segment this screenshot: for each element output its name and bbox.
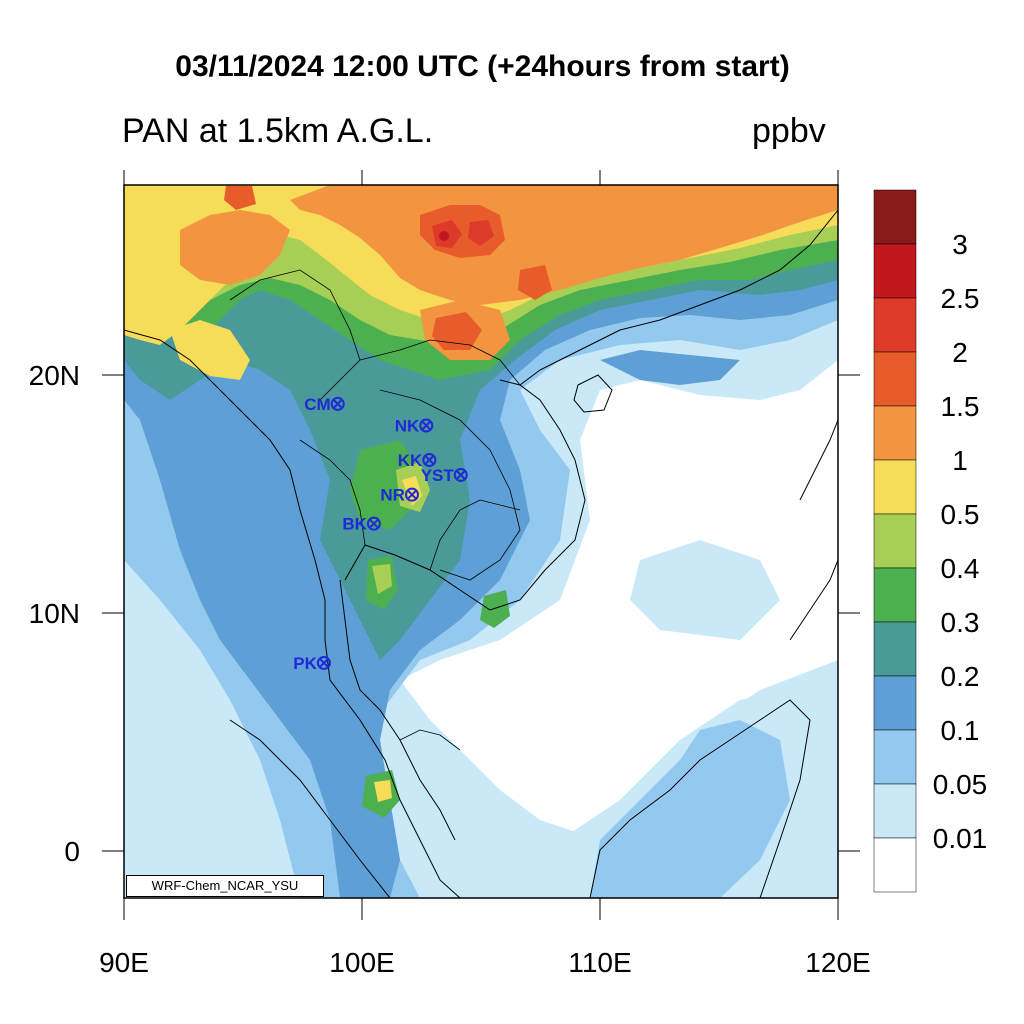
variable-subtitle: PAN at 1.5km A.G.L. <box>122 112 434 150</box>
colorbar-level-label: 0.4 <box>941 553 980 584</box>
station-symbol-icon <box>330 396 345 411</box>
station-marker: KK <box>398 451 437 470</box>
colorbar-level-label: 0.2 <box>941 661 980 692</box>
station-symbol-icon <box>316 655 331 670</box>
x-tick-label: 90E <box>99 947 149 978</box>
colorbar-level-label: 0.5 <box>941 499 980 530</box>
model-watermark: WRF-Chem_NCAR_YSU <box>126 875 324 897</box>
colorbar-level-label: 0.3 <box>941 607 980 638</box>
x-tick-label: 110E <box>568 947 631 978</box>
station-marker: NK <box>395 417 434 436</box>
station-cross-icon <box>333 399 343 409</box>
tick-marks <box>102 170 860 920</box>
colorbar-level-label: 0.01 <box>933 823 988 854</box>
station-cross-icon <box>456 470 466 480</box>
colorbar-swatch <box>873 243 917 299</box>
contour-0.01-sea <box>630 540 780 640</box>
map-frame <box>123 184 839 899</box>
station-label: PK <box>293 654 317 673</box>
colorbar-swatch <box>873 459 917 515</box>
contour-0.4-blob2 <box>372 564 392 594</box>
station-label: NK <box>395 417 420 436</box>
station-label: CM <box>304 395 330 414</box>
colorbar-swatch <box>873 729 917 785</box>
y-tick-label: 0 <box>64 836 80 867</box>
contour-1.5-d <box>224 186 256 210</box>
station-cross-icon <box>407 489 417 500</box>
station-symbol-icon <box>404 487 419 502</box>
station-label: BK <box>342 515 367 534</box>
contour-1.5-b <box>518 265 552 300</box>
contour-0.3-blob1 <box>350 440 420 530</box>
contour-0.05-borneo <box>590 720 790 898</box>
station-label: NR <box>380 486 405 505</box>
colorbar-swatch <box>873 567 917 623</box>
station-cross-icon <box>421 420 431 431</box>
station-marker: CM <box>304 395 345 414</box>
colorbar-level-label: 1 <box>952 445 968 476</box>
station-marker: YST <box>421 466 468 485</box>
colorbar: 3 2.5 2 1.5 1 0.5 0.4 0.3 0.2 0.1 0.05 0.01 <box>873 189 988 893</box>
colorbar-level-label: 3 <box>952 229 968 260</box>
contour-0.3-blob3 <box>480 590 510 628</box>
station-marker: PK <box>293 654 331 673</box>
colorbar-swatch <box>873 405 917 461</box>
contour-0.5-west <box>170 320 250 380</box>
colorbar-swatch <box>873 621 917 677</box>
contour-0.1-sea <box>600 350 740 385</box>
station-cross-icon <box>319 658 329 668</box>
station-label: YST <box>421 466 455 485</box>
x-tick-label: 120E <box>805 947 870 978</box>
contour-1.5-c <box>432 312 482 350</box>
y-tick-label: 20N <box>29 360 80 391</box>
station-symbol-icon <box>422 452 437 467</box>
contour-1-west <box>180 210 290 285</box>
contour-2.5 <box>439 231 449 241</box>
colorbar-level-label: 2.5 <box>941 283 980 314</box>
coastlines <box>124 209 838 898</box>
country-borders <box>229 269 521 751</box>
colorbar-swatch <box>873 513 917 569</box>
colorbar-level-label: 2 <box>952 337 968 368</box>
colorbar-level-label: 1.5 <box>941 391 980 422</box>
colorbar-swatch <box>873 351 917 407</box>
figure-title: 03/11/2024 12:00 UTC (+24hours from star… <box>175 50 790 83</box>
station-cross-icon <box>424 455 435 465</box>
map-area <box>124 185 838 898</box>
colorbar-swatch <box>873 675 917 731</box>
colorbar-swatch <box>873 783 917 839</box>
x-tick-label: 100E <box>329 947 394 978</box>
y-tick-label: 10N <box>29 598 80 629</box>
colorbar-level-label: 0.1 <box>941 715 980 746</box>
colorbar-swatch <box>873 189 917 245</box>
station-marker: NR <box>380 486 419 505</box>
colorbar-swatch <box>873 837 917 893</box>
colorbar-level-label: 0.05 <box>933 769 988 800</box>
contour-0.5-blob2 <box>374 780 392 802</box>
unit-label: ppbv <box>752 112 826 150</box>
axis-labels: 90E 100E 110E 120E 20N 10N 0 <box>29 360 871 978</box>
station-symbol-icon <box>453 467 468 482</box>
station-marker: BK <box>342 515 381 534</box>
colorbar-swatch <box>873 297 917 353</box>
station-label: KK <box>398 451 423 470</box>
station-cross-icon <box>369 518 379 529</box>
station-symbol-icon <box>366 516 381 531</box>
station-symbol-icon <box>419 418 434 433</box>
contour-2-b <box>468 220 494 246</box>
